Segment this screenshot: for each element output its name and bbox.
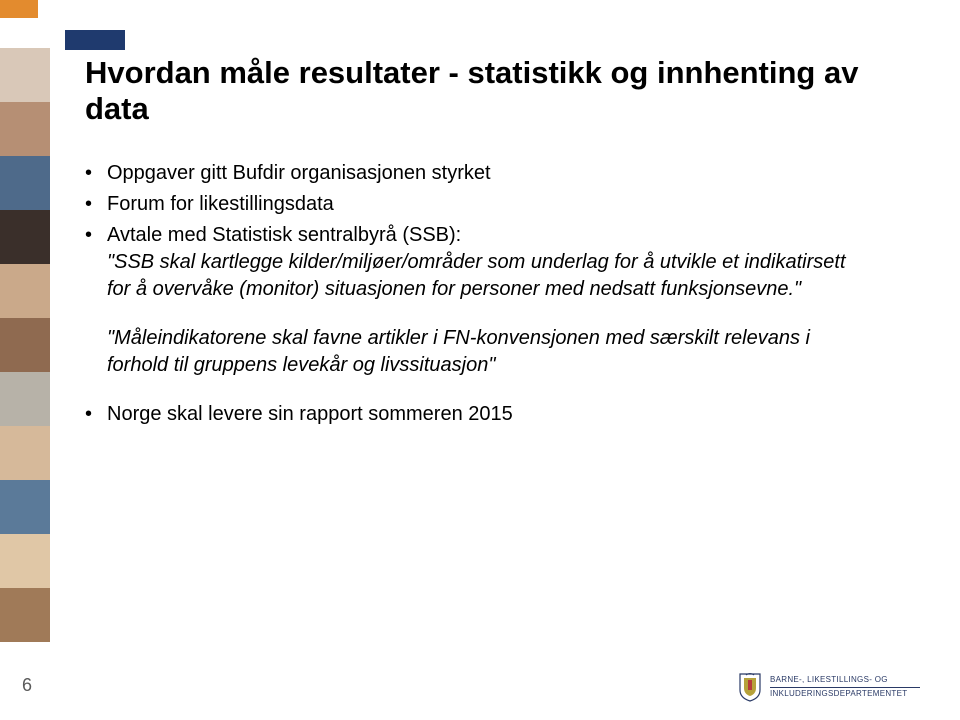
top-navy-accent xyxy=(65,30,125,50)
sidebar-thumb xyxy=(0,588,50,642)
sidebar-thumb xyxy=(0,156,50,210)
photo-strip xyxy=(0,48,50,642)
sidebar-thumb xyxy=(0,210,50,264)
content-area: Hvordan måle resultater - statistikk og … xyxy=(85,55,865,432)
bullet-lead: Avtale med Statistisk sentralbyrå (SSB): xyxy=(107,224,461,246)
bullet-item: Oppgaver gitt Bufdir organisasjonen styr… xyxy=(85,160,865,187)
sidebar xyxy=(0,0,50,720)
bullet-item: Norge skal levere sin rapport sommeren 2… xyxy=(85,401,865,428)
bullet-list: Oppgaver gitt Bufdir organisasjonen styr… xyxy=(85,160,865,303)
sidebar-thumb xyxy=(0,372,50,426)
sidebar-thumb xyxy=(0,102,50,156)
footer-line1: BARNE-, LIKESTILLINGS- OG xyxy=(770,676,920,685)
sidebar-thumb xyxy=(0,264,50,318)
sidebar-thumb xyxy=(0,318,50,372)
bullet-item: Avtale med Statistisk sentralbyrå (SSB):… xyxy=(85,222,865,303)
sidebar-thumb xyxy=(0,534,50,588)
footer-divider xyxy=(770,687,920,688)
top-orange-tab xyxy=(0,0,38,18)
sidebar-thumb xyxy=(0,480,50,534)
bullet-quote: "SSB skal kartlegge kilder/miljøer/områd… xyxy=(107,251,846,300)
slide: Hvordan måle resultater - statistikk og … xyxy=(0,0,960,720)
crest-icon xyxy=(738,672,762,702)
bullet-list-2: Norge skal levere sin rapport sommeren 2… xyxy=(85,401,865,428)
footer-line2: INKLUDERINGSDEPARTEMENTET xyxy=(770,690,920,699)
bullet-item: Forum for likestillingsdata xyxy=(85,191,865,218)
page-number: 6 xyxy=(22,675,32,696)
footer-logo: BARNE-, LIKESTILLINGS- OG INKLUDERINGSDE… xyxy=(738,672,920,702)
sidebar-thumb xyxy=(0,48,50,102)
sidebar-thumb xyxy=(0,426,50,480)
slide-title: Hvordan måle resultater - statistikk og … xyxy=(85,55,865,126)
footer-text: BARNE-, LIKESTILLINGS- OG INKLUDERINGSDE… xyxy=(770,676,920,699)
quote-block: "Måleindikatorene skal favne artikler i … xyxy=(85,325,865,379)
